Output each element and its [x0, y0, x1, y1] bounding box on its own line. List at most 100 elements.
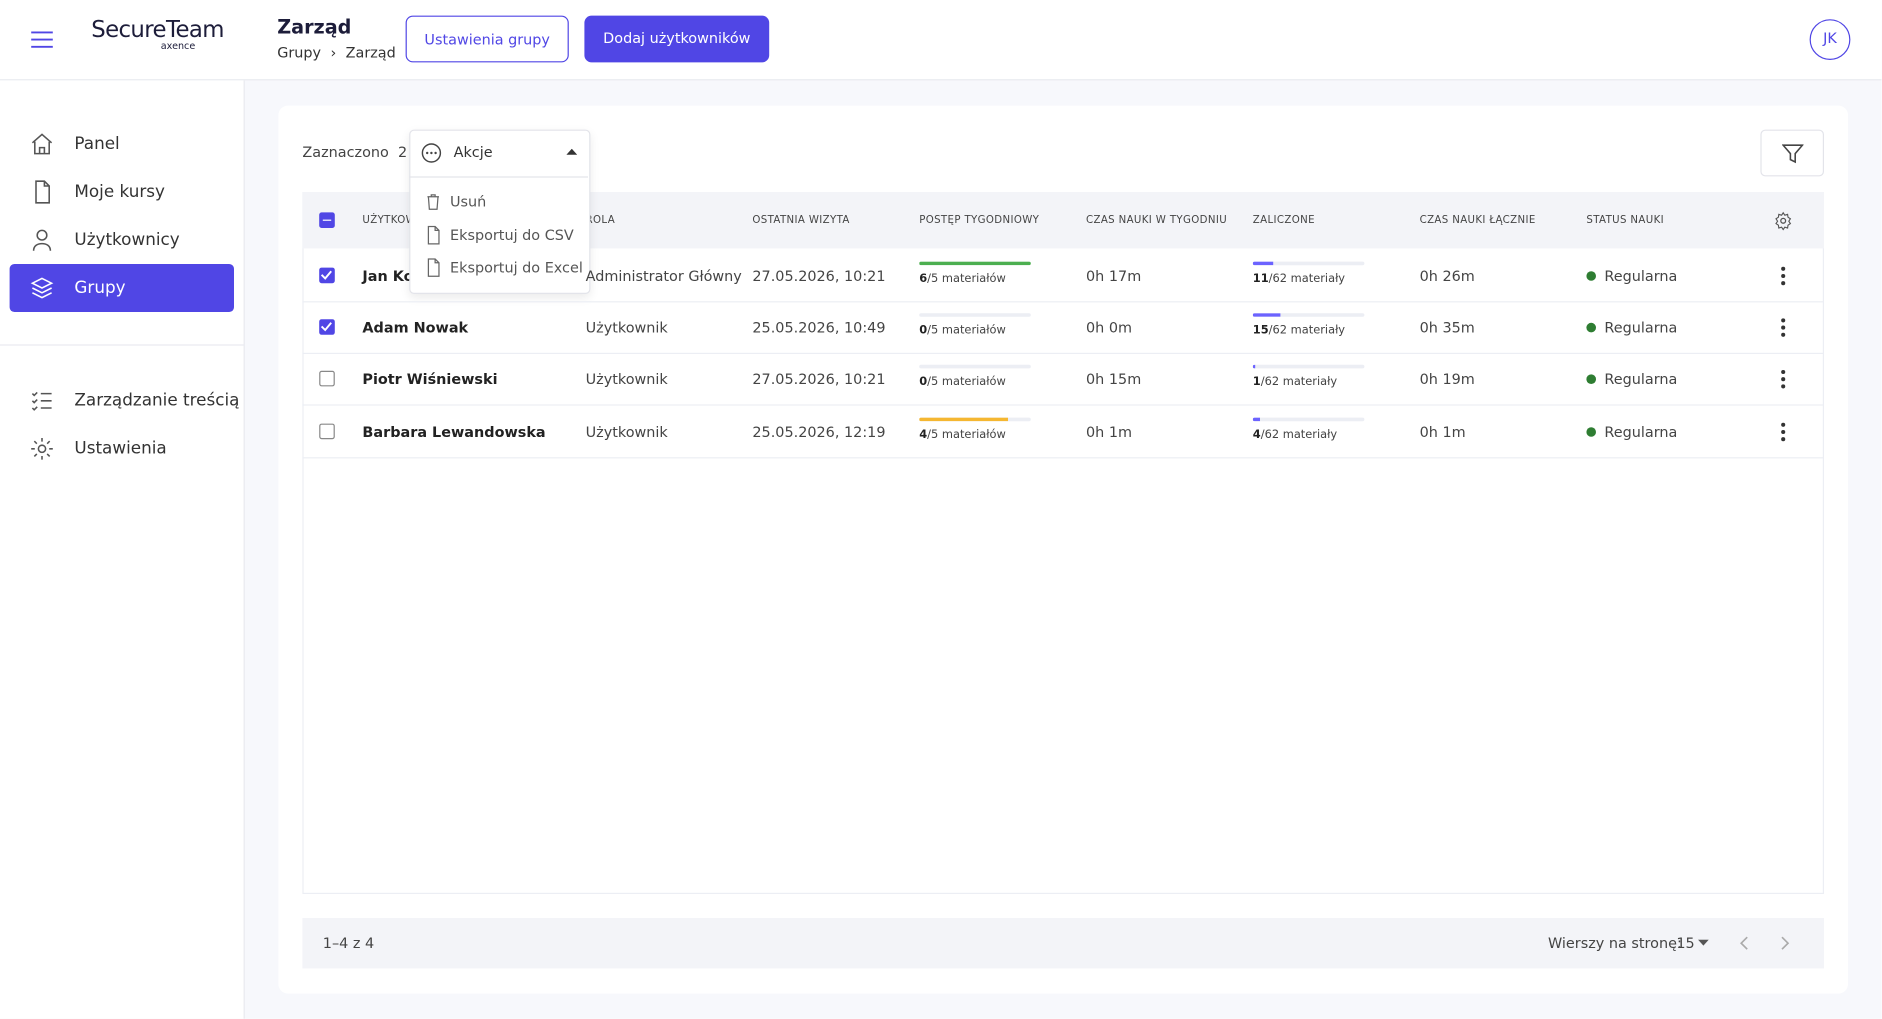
status-dot	[1586, 374, 1597, 384]
progress-done: 11	[1252, 272, 1269, 286]
progress-label: 4/5 materiałów	[919, 428, 1006, 441]
progress-done: 4	[919, 428, 928, 442]
progress-track	[919, 261, 1031, 266]
add-users-button[interactable]: Dodaj użytkowników	[584, 15, 770, 63]
divider	[0, 344, 244, 346]
role: Administrator Główny	[585, 267, 742, 285]
divider	[409, 176, 588, 178]
row-menu[interactable]	[1780, 318, 1787, 337]
row-checkbox[interactable]	[319, 267, 335, 284]
caret	[566, 148, 578, 155]
status: Regularna	[1604, 423, 1678, 441]
progress-track	[1252, 261, 1365, 266]
next-page[interactable]	[1778, 936, 1790, 950]
row-divider	[302, 352, 1825, 354]
caret	[1698, 939, 1709, 946]
role: Użytkownik	[585, 423, 668, 441]
status-dot	[1586, 271, 1597, 281]
nav-item[interactable]: Moje kursy	[10, 168, 234, 216]
menu-button[interactable]	[30, 30, 54, 49]
separator: ›	[330, 44, 337, 62]
row-checkbox[interactable]	[319, 423, 335, 440]
progress-total: /62 materiały	[1260, 428, 1338, 442]
row-menu[interactable]	[1780, 422, 1787, 442]
menu-icon	[427, 225, 440, 244]
user-name[interactable]: Barbara Lewandowska	[362, 423, 546, 441]
row-checkbox[interactable]	[319, 319, 335, 335]
breadcrumb: Grupy › Zarząd	[277, 44, 396, 61]
column-header: STATUS NAUKI	[1586, 214, 1665, 227]
dots	[1781, 369, 1786, 389]
progress-fill	[919, 261, 1031, 266]
column-header: ZALICZONE	[1252, 214, 1315, 227]
progress-fill	[1252, 313, 1280, 317]
menu-label: Usuń	[450, 193, 487, 211]
row-menu[interactable]	[1780, 266, 1787, 286]
status: Regularna	[1604, 319, 1678, 336]
weekly-time: 0h 1m	[1086, 423, 1133, 441]
column-settings[interactable]	[1774, 211, 1793, 231]
top-bar	[0, 0, 1882, 81]
last-visit: 27.05.2026, 10:21	[752, 370, 886, 388]
breadcrumb-item[interactable]: Grupy	[277, 44, 322, 62]
menu-item[interactable]: Eksportuj do CSV	[410, 219, 586, 250]
total-time: 0h 1m	[1419, 423, 1466, 441]
weekly-time: 0h 15m	[1086, 370, 1142, 388]
rows-per-page[interactable]: 15	[1676, 934, 1695, 952]
user-name[interactable]: Piotr Wiśniewski	[362, 370, 498, 388]
progress-done: 0	[919, 324, 928, 338]
menu-icon	[427, 194, 439, 210]
nav-icon	[31, 438, 53, 460]
row-divider	[302, 404, 1825, 406]
progress-done: 6	[919, 272, 928, 286]
nav-item[interactable]: Użytkownicy	[10, 216, 234, 264]
menu-item[interactable]: Eksportuj do Excel	[410, 252, 586, 283]
last-visit: 27.05.2026, 10:21	[752, 267, 886, 285]
row-checkbox[interactable]	[319, 370, 335, 387]
page-title: Zarząd	[277, 15, 352, 39]
progress-fill	[1252, 261, 1273, 266]
progress-label: 11/62 materiały	[1253, 272, 1345, 285]
column-header: CZAS NAUKI W TYGODNIU	[1086, 214, 1228, 227]
dots	[1781, 266, 1786, 286]
progress-total: /5 materiałów	[927, 428, 1006, 442]
actions-button[interactable]: Akcje	[453, 144, 493, 161]
dots	[1781, 318, 1786, 337]
menu-icon	[427, 258, 440, 277]
total-time: 0h 19m	[1419, 370, 1475, 388]
avatar[interactable]: JK	[1809, 19, 1851, 61]
role: Użytkownik	[585, 319, 668, 336]
menu-item[interactable]: Usuń	[410, 186, 586, 217]
progress-track	[1252, 313, 1365, 317]
nav-item[interactable]: Ustawienia	[10, 425, 234, 473]
breadcrumb-item: Zarząd	[345, 44, 396, 62]
rows-per-page-label: Wierszy na stronę:	[1548, 934, 1682, 952]
progress-total: /5 materiałów	[927, 272, 1006, 286]
table	[302, 192, 1825, 895]
progress-label: 6/5 materiałów	[919, 272, 1006, 285]
status-dot	[1586, 322, 1597, 333]
user-name[interactable]: Adam Nowak	[362, 319, 469, 336]
row-divider	[302, 457, 1825, 459]
weekly-time: 0h 0m	[1086, 319, 1133, 336]
nav-item[interactable]: Panel	[10, 120, 234, 168]
filter-button[interactable]	[1760, 129, 1825, 177]
column-header: ROLA	[585, 214, 616, 227]
nav-item[interactable]: Grupy	[9, 264, 235, 312]
progress-label: 15/62 materiały	[1253, 324, 1345, 337]
select-all-checkbox[interactable]	[319, 212, 335, 229]
progress-track	[1252, 364, 1365, 369]
nav-item[interactable]: Zarządzanie treścią	[10, 377, 239, 425]
progress-track	[919, 417, 1031, 422]
sidebar	[0, 80, 245, 1019]
role: Użytkownik	[585, 370, 668, 388]
selected-count: Zaznaczono 2	[302, 144, 407, 161]
progress-fill	[1252, 364, 1255, 369]
row-menu[interactable]	[1780, 369, 1787, 389]
dots	[1781, 422, 1786, 442]
group-settings-button[interactable]: Ustawienia grupy	[405, 15, 569, 63]
nav-label: Grupy	[74, 278, 126, 298]
status: Regularna	[1604, 267, 1678, 285]
prev-page[interactable]	[1739, 936, 1751, 950]
